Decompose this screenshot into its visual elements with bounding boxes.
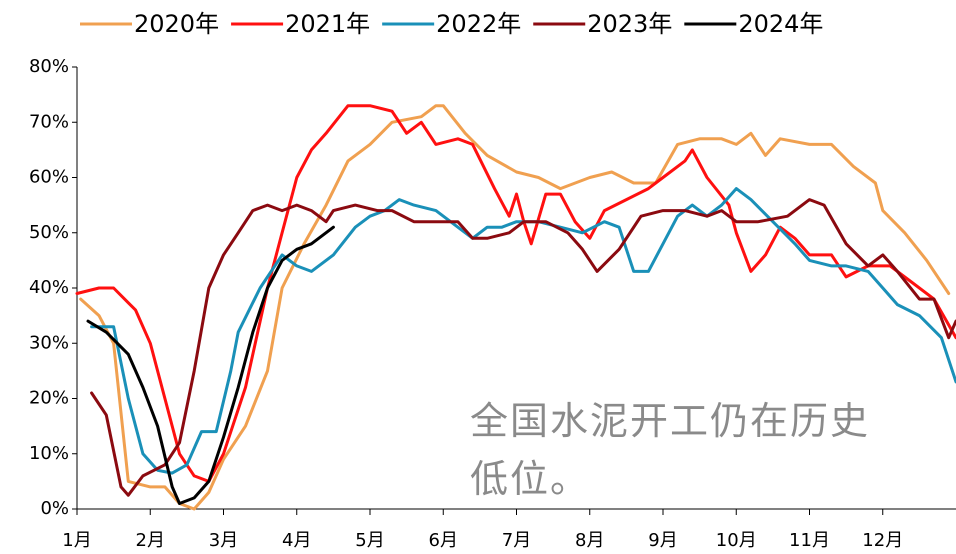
y-tick-label: 60% <box>29 167 69 188</box>
legend-label: 2020年 <box>134 10 219 38</box>
legend-label: 2023年 <box>587 10 672 38</box>
x-tick-label: 11月 <box>789 530 830 551</box>
y-tick-label: 50% <box>29 222 69 243</box>
y-tick-label: 0% <box>40 498 69 519</box>
x-tick-label: 5月 <box>355 530 384 551</box>
series-line <box>79 104 951 511</box>
x-tick-label: 8月 <box>575 530 604 551</box>
series-line <box>86 225 335 505</box>
x-tick-label: 3月 <box>209 530 238 551</box>
y-tick-label: 10% <box>29 443 69 464</box>
y-tick-label: 70% <box>29 111 69 132</box>
y-tick-label: 30% <box>29 332 69 353</box>
series-line <box>75 104 956 483</box>
x-tick-label: 7月 <box>502 530 531 551</box>
y-tick-label: 20% <box>29 388 69 409</box>
x-tick-label: 9月 <box>648 530 677 551</box>
x-tick-label: 12月 <box>862 530 903 551</box>
x-tick-label: 1月 <box>62 530 91 551</box>
annotation: 全国水泥开工仍在历史低位。 <box>470 399 871 501</box>
series-line <box>90 198 956 497</box>
x-tick-label: 6月 <box>429 530 458 551</box>
legend-label: 2024年 <box>738 10 823 38</box>
y-tick-label: 40% <box>29 277 69 298</box>
y-tick-label: 80% <box>29 56 69 77</box>
x-tick-label: 2月 <box>136 530 165 551</box>
x-tick-label: 10月 <box>716 530 757 551</box>
legend-label: 2022年 <box>436 10 521 38</box>
legend-label: 2021年 <box>285 10 370 38</box>
series-line <box>90 187 956 475</box>
x-tick-label: 4月 <box>282 530 311 551</box>
